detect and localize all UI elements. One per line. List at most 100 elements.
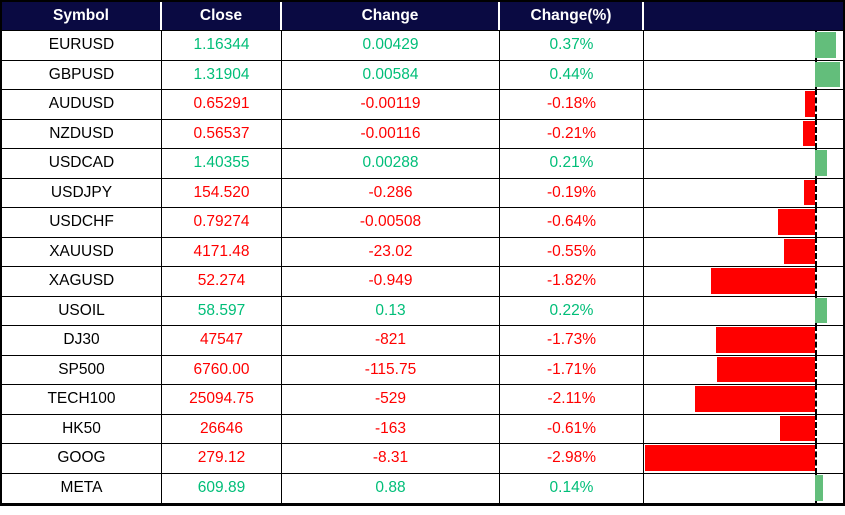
table-row[interactable]: META 609.89 0.88 0.14% xyxy=(2,473,843,503)
table-row[interactable]: XAGUSD 52.274 -0.949 -1.82% xyxy=(2,267,843,297)
change-cell: -0.286 xyxy=(282,178,500,207)
change-bar-cell xyxy=(644,90,843,119)
change-data-bar xyxy=(814,474,823,501)
change-cell: 0.00584 xyxy=(282,60,500,89)
change-pct-cell: -0.18% xyxy=(500,90,644,119)
table-row[interactable]: HK50 26646 -163 -0.61% xyxy=(2,414,843,444)
zero-axis-line xyxy=(814,326,817,355)
table-row[interactable]: EURUSD 1.16344 0.00429 0.37% xyxy=(2,31,843,61)
table-row[interactable]: GOOG 279.12 -8.31 -2.98% xyxy=(2,444,843,474)
change-pct-cell: -2.11% xyxy=(500,385,644,414)
change-pct-cell: -1.71% xyxy=(500,355,644,384)
bar-area xyxy=(645,31,840,60)
table-row[interactable]: SP500 6760.00 -115.75 -1.71% xyxy=(2,355,843,385)
change-cell: -23.02 xyxy=(282,237,500,266)
zero-axis-line xyxy=(814,385,817,414)
change-data-bar xyxy=(780,415,815,441)
bar-area xyxy=(645,208,840,237)
change-pct-cell: -0.55% xyxy=(500,237,644,266)
change-bar-cell xyxy=(644,326,843,355)
zero-axis-line xyxy=(814,355,817,384)
change-cell: -529 xyxy=(282,385,500,414)
change-bar-cell xyxy=(644,296,843,325)
table-row[interactable]: TECH100 25094.75 -529 -2.11% xyxy=(2,385,843,415)
close-cell: 0.56537 xyxy=(162,119,282,148)
change-data-bar xyxy=(778,209,815,235)
column-header-change: Change xyxy=(282,2,500,30)
symbol-cell: USDCAD xyxy=(2,149,162,178)
table-row[interactable]: USDCAD 1.40355 0.00288 0.21% xyxy=(2,149,843,179)
change-bar-cell xyxy=(644,355,843,384)
change-pct-cell: -1.82% xyxy=(500,267,644,296)
change-data-bar xyxy=(645,445,815,471)
symbol-cell: USDCHF xyxy=(2,208,162,237)
change-data-bar xyxy=(717,356,815,382)
change-cell: -0.949 xyxy=(282,267,500,296)
table-row[interactable]: AUDUSD 0.65291 -0.00119 -0.18% xyxy=(2,90,843,120)
change-pct-cell: -1.73% xyxy=(500,326,644,355)
bar-area xyxy=(645,326,840,355)
close-cell: 154.520 xyxy=(162,178,282,207)
column-header-change-bar xyxy=(644,2,843,30)
change-data-bar xyxy=(802,120,815,146)
table-row[interactable]: USOIL 58.597 0.13 0.22% xyxy=(2,296,843,326)
close-cell: 1.40355 xyxy=(162,149,282,178)
symbol-cell: AUDUSD xyxy=(2,90,162,119)
bar-area xyxy=(645,178,840,207)
table-row[interactable]: USDJPY 154.520 -0.286 -0.19% xyxy=(2,178,843,208)
change-cell: -0.00119 xyxy=(282,90,500,119)
change-bar-cell xyxy=(644,473,843,503)
change-bar-cell xyxy=(644,60,843,89)
change-pct-cell: 0.37% xyxy=(500,31,644,60)
change-data-bar xyxy=(804,91,815,117)
bar-area xyxy=(645,60,840,89)
table-row[interactable]: NZDUSD 0.56537 -0.00116 -0.21% xyxy=(2,119,843,149)
bar-area xyxy=(645,473,840,503)
bar-area xyxy=(645,90,840,119)
close-cell: 1.16344 xyxy=(162,31,282,60)
change-cell: -163 xyxy=(282,414,500,443)
zero-axis-line xyxy=(814,178,817,207)
close-cell: 25094.75 xyxy=(162,385,282,414)
change-pct-cell: 0.22% xyxy=(500,296,644,325)
change-data-bar xyxy=(716,327,815,353)
symbol-cell: USDJPY xyxy=(2,178,162,207)
change-bar-cell xyxy=(644,414,843,443)
bar-area xyxy=(645,444,840,473)
zero-axis-line xyxy=(814,90,817,119)
close-cell: 279.12 xyxy=(162,444,282,473)
bar-area xyxy=(645,385,840,414)
bar-area xyxy=(645,267,840,296)
close-cell: 52.274 xyxy=(162,267,282,296)
change-bar-cell xyxy=(644,178,843,207)
table-row[interactable]: DJ30 47547 -821 -1.73% xyxy=(2,326,843,356)
change-pct-cell: 0.44% xyxy=(500,60,644,89)
symbol-cell: SP500 xyxy=(2,355,162,384)
change-data-bar xyxy=(694,386,815,412)
table-row[interactable]: USDCHF 0.79274 -0.00508 -0.64% xyxy=(2,208,843,238)
symbol-cell: XAGUSD xyxy=(2,267,162,296)
table-row[interactable]: GBPUSD 1.31904 0.00584 0.44% xyxy=(2,60,843,90)
change-data-bar xyxy=(783,238,815,264)
change-pct-cell: -0.61% xyxy=(500,414,644,443)
symbol-cell: EURUSD xyxy=(2,31,162,60)
bar-area xyxy=(645,237,840,266)
change-pct-cell: -0.21% xyxy=(500,119,644,148)
bar-area xyxy=(645,414,840,443)
change-bar-cell xyxy=(644,444,843,473)
table-header: Symbol Close Change Change(%) xyxy=(2,2,843,31)
column-header-change-pct: Change(%) xyxy=(500,2,644,30)
symbol-cell: META xyxy=(2,473,162,503)
change-cell: 0.00429 xyxy=(282,31,500,60)
change-data-bar xyxy=(814,297,828,323)
table-row[interactable]: XAUUSD 4171.48 -23.02 -0.55% xyxy=(2,237,843,267)
change-data-bar xyxy=(814,150,827,176)
change-pct-cell: -2.98% xyxy=(500,444,644,473)
symbol-cell: TECH100 xyxy=(2,385,162,414)
table-body: EURUSD 1.16344 0.00429 0.37% GBPUSD 1.31… xyxy=(2,31,843,503)
close-cell: 0.65291 xyxy=(162,90,282,119)
symbol-cell: XAUUSD xyxy=(2,237,162,266)
zero-axis-line xyxy=(814,208,817,237)
bar-area xyxy=(645,296,840,325)
bar-area xyxy=(645,149,840,178)
